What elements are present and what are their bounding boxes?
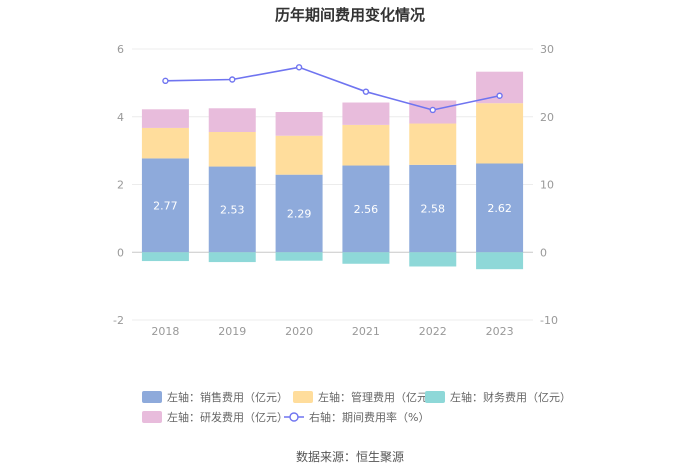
bar-segment: [141, 252, 189, 262]
legend-label: 左轴：研发费用（亿元）: [167, 410, 288, 424]
bar-segment: [141, 109, 189, 128]
line-point: [229, 76, 236, 83]
y-right-tick-label: -10: [540, 314, 558, 327]
legend-swatch: [293, 391, 313, 403]
bar-segment: [342, 165, 390, 253]
y-left-tick-label: 4: [117, 111, 124, 124]
bar-segment: [476, 163, 524, 253]
source-note: 数据来源：恒生聚源: [295, 450, 404, 464]
legend-label: 右轴：期间费用率（%）: [309, 410, 429, 424]
bar-segment: [275, 174, 323, 253]
line-point: [496, 92, 503, 99]
bar-data-label: 2.58: [421, 203, 446, 216]
x-tick-label: 2019: [218, 325, 246, 338]
bar-segment: [342, 252, 390, 264]
bar-data-label: 2.29: [287, 207, 312, 220]
x-tick-label: 2021: [352, 325, 380, 338]
line-point: [295, 64, 303, 71]
line-point: [429, 106, 436, 114]
chart-title: 历年期间费用变化情况: [274, 6, 425, 24]
legend-label: 左轴：销售费用（亿元）: [167, 390, 288, 404]
bar-segment: [208, 131, 256, 167]
bar-segment: [275, 135, 323, 175]
legend-label: 左轴：财务费用（亿元）: [450, 390, 571, 404]
legend-swatch: [142, 411, 162, 423]
bar-data-label: 2.62: [487, 202, 512, 215]
y-left-tick-label: 2: [117, 179, 124, 192]
legend-swatch: [142, 391, 162, 403]
x-tick-label: 2020: [285, 325, 313, 338]
bar-segment: [141, 127, 189, 159]
legend-swatch: [425, 391, 445, 403]
line-series: [165, 66, 500, 111]
bar-segment: [409, 252, 457, 267]
bar-data-label: 2.77: [153, 199, 178, 212]
bar-segment: [409, 123, 457, 165]
legend-circle-marker: [289, 412, 299, 422]
y-left-tick-label: 0: [117, 246, 124, 259]
y-right-tick-label: 10: [540, 179, 554, 192]
bar-segment: [208, 166, 256, 253]
bar-segment: [476, 103, 524, 164]
bar-segment: [342, 124, 390, 166]
line-point: [162, 77, 169, 85]
bar-segment: [275, 112, 323, 136]
bar-segment: [476, 252, 524, 270]
bar-segment: [342, 102, 390, 125]
bar-segment: [208, 108, 256, 132]
bar-segment: [141, 158, 189, 253]
legend-label: 左轴：管理费用（亿元）: [318, 390, 439, 404]
bar-segment: [275, 252, 323, 261]
x-tick-label: 2023: [486, 325, 514, 338]
x-tick-label: 2018: [151, 325, 179, 338]
bar-data-label: 2.56: [354, 203, 379, 216]
y-left-tick-label: -2: [113, 314, 124, 327]
y-right-tick-label: 30: [540, 43, 554, 56]
x-tick-label: 2022: [419, 325, 447, 338]
y-right-tick-label: 20: [540, 111, 554, 124]
bar-segment: [208, 252, 256, 263]
line-point: [362, 88, 370, 95]
bar-segment: [409, 164, 457, 253]
y-left-tick-label: 6: [117, 43, 124, 56]
y-right-tick-label: 0: [540, 246, 547, 259]
bar-data-label: 2.53: [220, 203, 245, 216]
